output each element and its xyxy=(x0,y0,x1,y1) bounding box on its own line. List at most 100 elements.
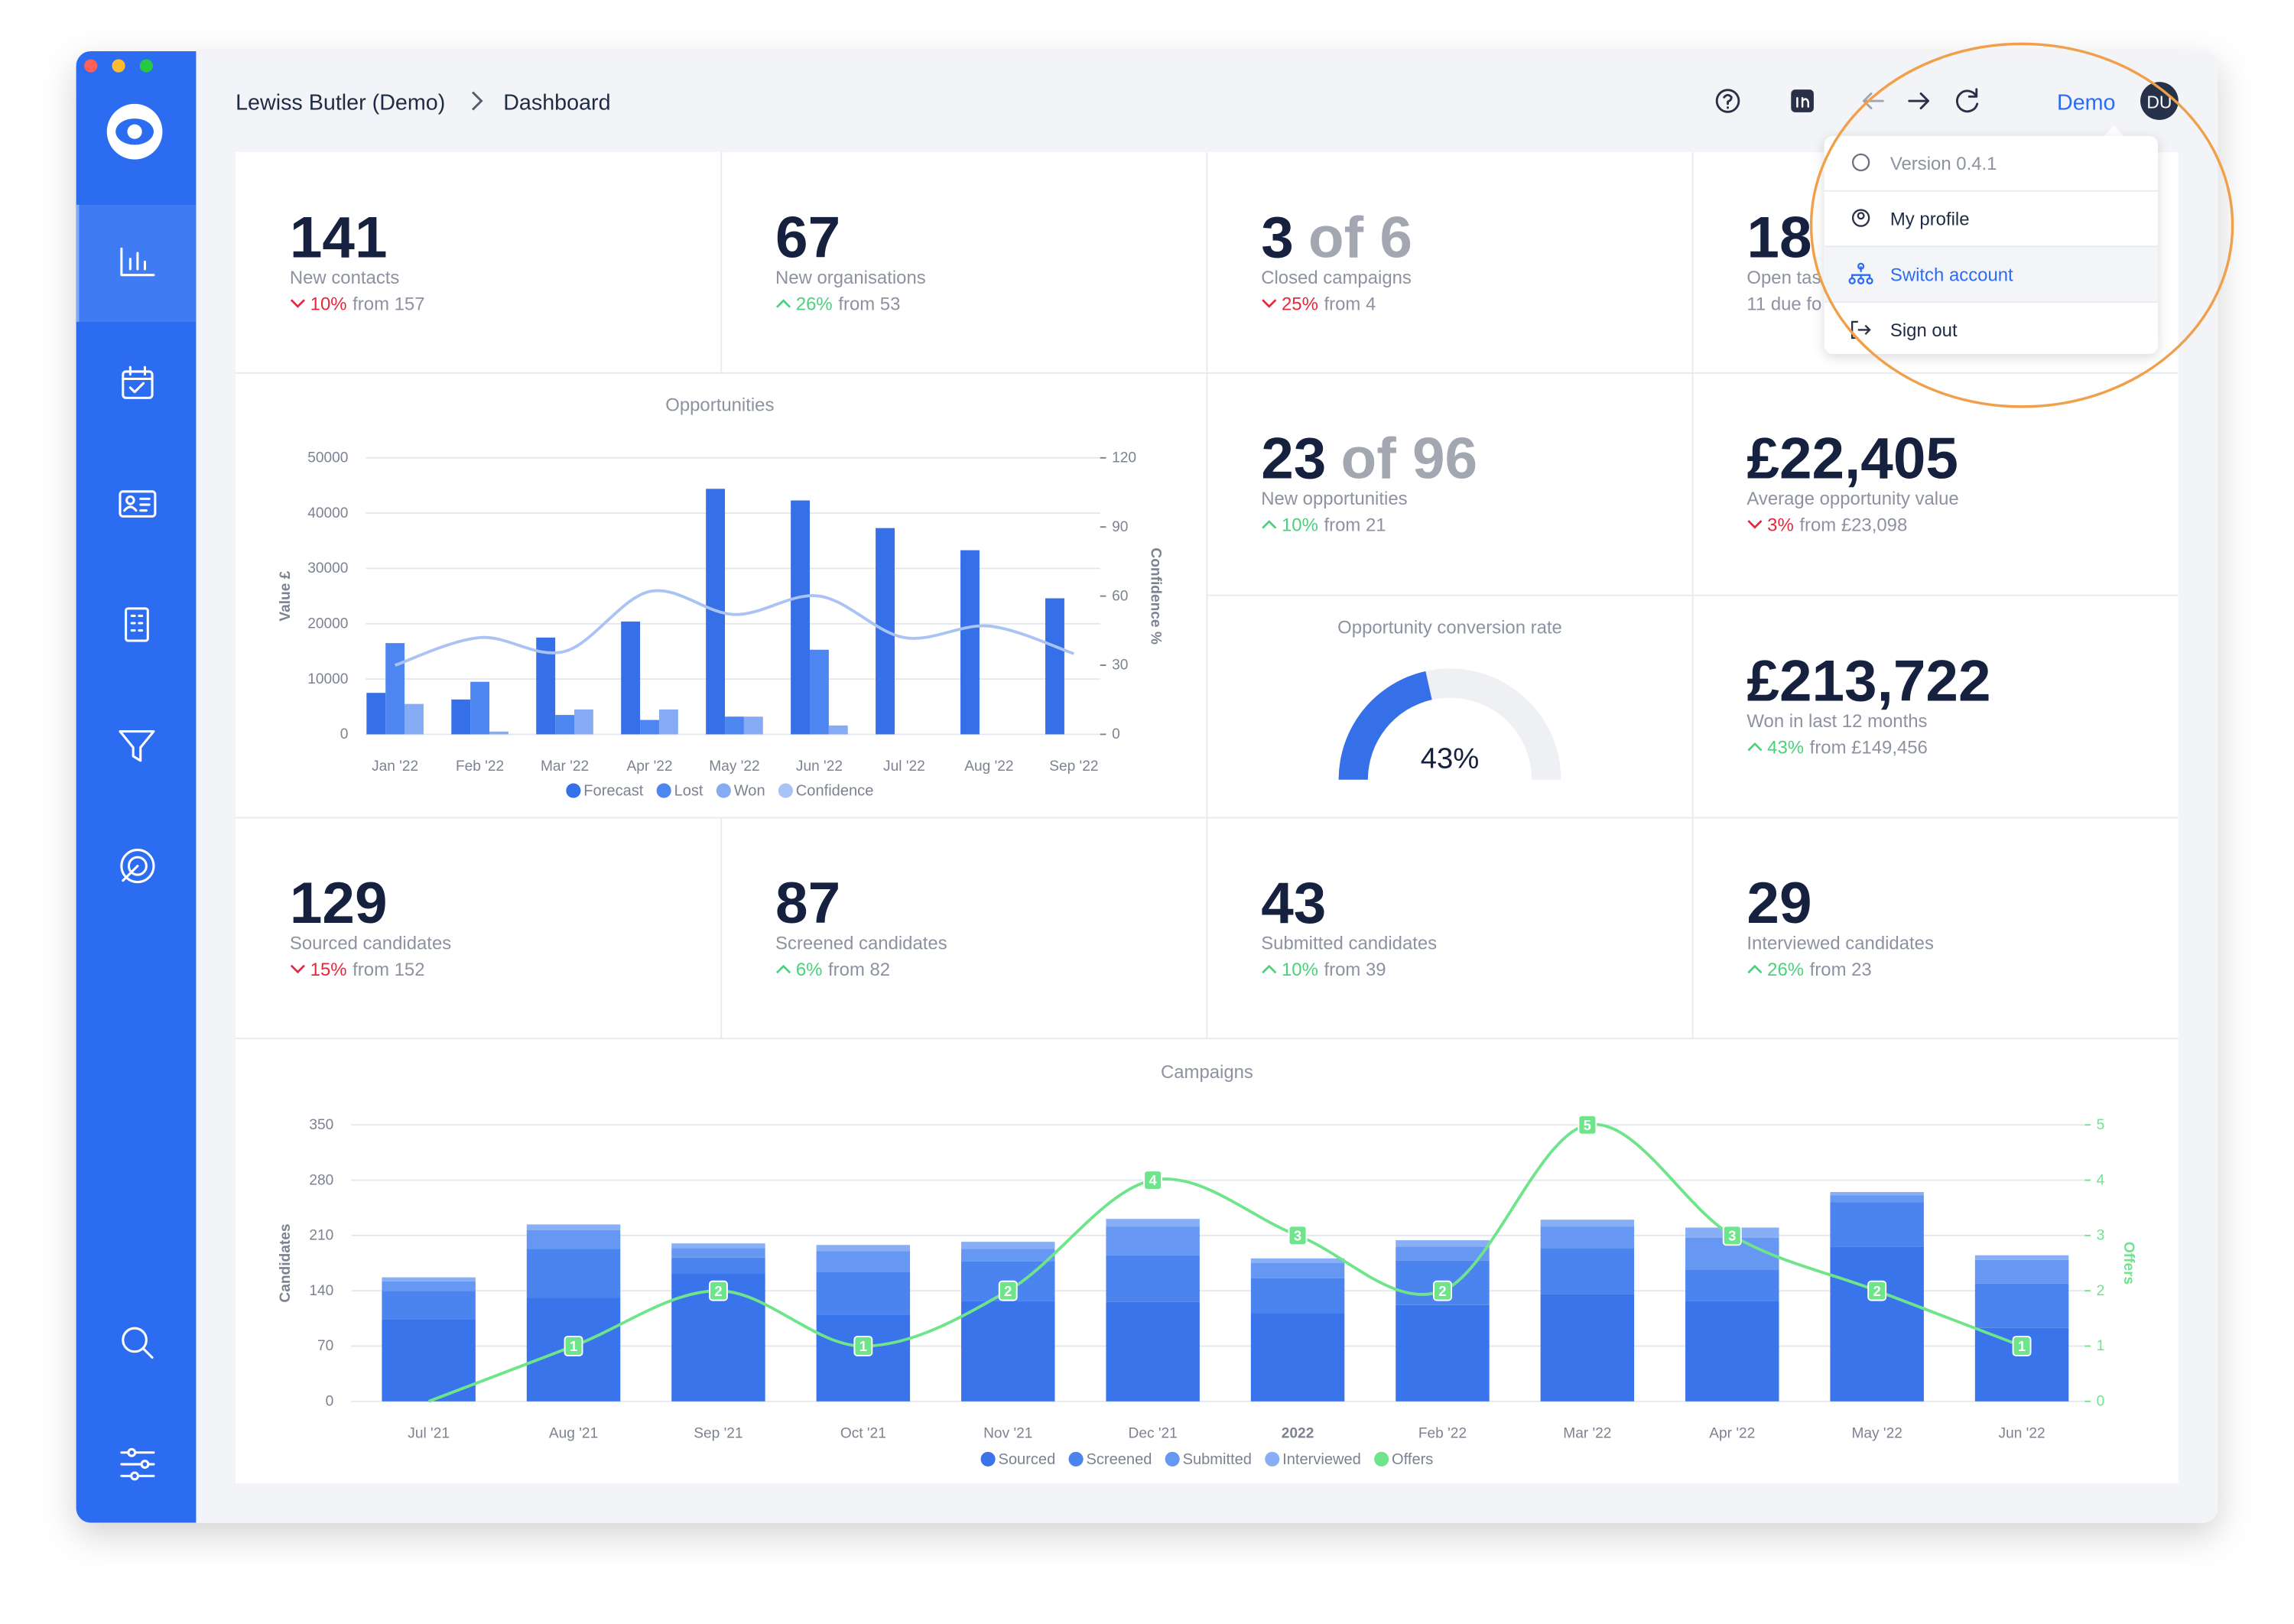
kpi-number: 141 xyxy=(290,206,388,271)
gauge-label: 43% xyxy=(1421,742,1480,775)
line xyxy=(395,589,1074,667)
data-label-box xyxy=(709,1280,728,1301)
avatar[interactable]: DU xyxy=(2140,82,2179,120)
kpi-note: 11 due fo xyxy=(1746,294,1821,315)
kpi-change: 10% from 21 xyxy=(1282,515,1386,535)
data-label-box xyxy=(1143,1170,1163,1190)
y-tick-label: 30000 xyxy=(307,560,348,577)
change-pct: 10% xyxy=(1282,960,1318,980)
kpi-label: Won in last 12 months xyxy=(1746,711,1927,732)
kpi-total: of 96 xyxy=(1340,427,1477,492)
legend-label: Won xyxy=(734,783,765,800)
kpi-number: £22,405 xyxy=(1746,427,1958,492)
bar-segment xyxy=(382,1277,476,1281)
bar-segment xyxy=(1396,1246,1490,1261)
bar-segment xyxy=(526,1229,621,1249)
x-tick-label: Mar '22 xyxy=(541,758,589,775)
legend-label: Sourced xyxy=(998,1451,1055,1468)
user-name[interactable]: Demo xyxy=(2057,90,2116,115)
data-label-box xyxy=(998,1280,1018,1301)
bar-segment xyxy=(816,1314,911,1402)
chart-title: Campaigns xyxy=(1161,1062,1253,1083)
bar-segment xyxy=(961,1249,1055,1262)
x-tick-label: Sep '22 xyxy=(1049,758,1098,775)
y2-tick-label: 0 xyxy=(2097,1394,2105,1410)
nav-pipeline[interactable] xyxy=(119,730,155,762)
trend-arrow xyxy=(1747,742,1763,752)
zoom-button[interactable] xyxy=(139,59,154,73)
y-axis-title: Candidates xyxy=(278,1223,294,1302)
nav-contacts[interactable] xyxy=(119,490,157,518)
change-from: from £23,098 xyxy=(1799,515,1907,535)
refresh-button[interactable] xyxy=(1955,88,1979,113)
breadcrumb-page: Dashboard xyxy=(503,90,610,115)
y-tick-label: 0 xyxy=(340,726,349,742)
window-frame xyxy=(76,50,197,1523)
y2-tick-label: 1 xyxy=(2097,1338,2105,1354)
nav-tasks[interactable] xyxy=(122,365,154,399)
legend: Forecast Lost Won Confidence xyxy=(566,783,873,800)
bar xyxy=(574,709,593,735)
x-tick-label: Nov '21 xyxy=(983,1426,1032,1442)
x-tick-label: Mar '22 xyxy=(1563,1426,1611,1442)
kpi-label: Interviewed candidates xyxy=(1746,934,1934,954)
kpi-change: 10% from 39 xyxy=(1282,960,1386,980)
active-indicator xyxy=(76,204,80,322)
kpi-change: 15% from 152 xyxy=(310,960,425,980)
bar-segment xyxy=(1540,1220,1635,1227)
bar-segment xyxy=(1106,1255,1200,1302)
forward-button[interactable] xyxy=(1908,93,1930,110)
change-from: from 21 xyxy=(1324,515,1386,535)
close-button[interactable] xyxy=(84,59,98,73)
x-tick-label: Jun '22 xyxy=(1999,1426,2045,1442)
change-pct: 10% xyxy=(310,294,347,315)
y-tick-label: 70 xyxy=(317,1338,333,1354)
bar-segment xyxy=(1250,1278,1345,1314)
menu-item[interactable]: My profile xyxy=(1890,209,1970,230)
kpi-value: 23 of 96 xyxy=(1261,427,1477,492)
data-label: 1 xyxy=(859,1339,867,1354)
bar-segment xyxy=(816,1251,911,1272)
kpi-number: 129 xyxy=(290,871,388,936)
bar-segment xyxy=(526,1249,621,1298)
nav-campaigns[interactable] xyxy=(120,849,155,884)
breadcrumb-account[interactable]: Lewiss Butler (Demo) xyxy=(236,90,445,115)
bar-segment xyxy=(526,1224,621,1230)
bar xyxy=(621,621,641,735)
bar-segment xyxy=(382,1291,476,1320)
change-pct: 15% xyxy=(310,960,347,980)
nav-settings[interactable] xyxy=(120,1447,155,1481)
bar-segment xyxy=(1540,1248,1635,1294)
change-from: from 4 xyxy=(1324,294,1376,315)
y2-tick-label: 120 xyxy=(1112,450,1136,466)
kpi-number: £213,722 xyxy=(1746,648,1990,713)
change-pct: 25% xyxy=(1282,294,1318,315)
trend-arrow xyxy=(776,964,791,974)
help-button[interactable] xyxy=(1715,89,1740,113)
bar-segment xyxy=(1250,1263,1345,1278)
kpi-value: 18 xyxy=(1746,206,1811,271)
kpi-label: Closed campaigns xyxy=(1261,268,1412,288)
linkedin-button[interactable] xyxy=(1791,89,1814,112)
nav-search[interactable] xyxy=(122,1327,154,1359)
change-pct: 6% xyxy=(796,960,823,980)
logo[interactable] xyxy=(106,103,163,160)
menu-item[interactable]: Sign out xyxy=(1890,320,1958,341)
menu-pointer xyxy=(2102,125,2126,138)
data-label-box xyxy=(1433,1280,1452,1301)
kpi-value: 87 xyxy=(775,871,840,936)
trend-arrow xyxy=(1747,964,1763,974)
kpi-label: New organisations xyxy=(775,268,926,288)
x-tick-label: 2022 xyxy=(1282,1426,1314,1442)
nav-dashboard[interactable] xyxy=(120,247,155,277)
minimize-button[interactable] xyxy=(112,59,125,73)
chart-title: Opportunities xyxy=(665,395,774,416)
nav-organisations[interactable] xyxy=(125,607,149,642)
menu-item[interactable]: Switch account xyxy=(1890,265,2013,285)
bar xyxy=(658,709,678,735)
kpi-value: 3 of 6 xyxy=(1261,206,1412,271)
x-tick-label: Dec '21 xyxy=(1129,1426,1178,1442)
bar-segment xyxy=(1974,1255,2069,1260)
kpi-total: of 6 xyxy=(1308,206,1412,271)
y-tick-label: 50000 xyxy=(307,450,348,466)
